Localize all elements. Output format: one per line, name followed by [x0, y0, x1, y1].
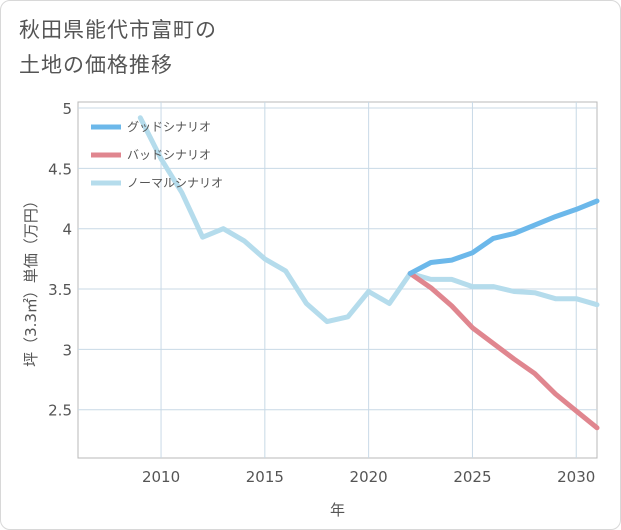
- series-line-3: [137, 115, 600, 325]
- title-line-1: 秋田県能代市富町の: [19, 18, 217, 42]
- legend-label: ノーマルシナリオ: [127, 176, 223, 190]
- x-axis-ticks: 2010 2015 2020 2025 2030: [142, 468, 595, 486]
- y-tick-label: 4.5: [48, 160, 72, 178]
- x-axis-label: 年: [330, 501, 345, 519]
- series-line-2: [407, 270, 600, 431]
- title-line-2: 土地の価格推移: [19, 53, 173, 77]
- x-tick-label: 2015: [246, 468, 284, 486]
- x-tick-label: 2025: [453, 468, 491, 486]
- y-tick-label: 2.5: [48, 402, 72, 420]
- y-axis-label: 坪（3.3㎡）単価（万円）: [22, 193, 40, 367]
- legend-label: バッドシナリオ: [127, 148, 211, 162]
- series-line-1: [407, 198, 600, 276]
- x-tick-label: 2020: [350, 468, 388, 486]
- y-tick-label: 3.5: [48, 281, 72, 299]
- y-axis-ticks: 2.5 3 3.5 4 4.5 5: [48, 100, 72, 420]
- series-lines: [137, 115, 600, 431]
- y-tick-label: 3: [62, 341, 72, 359]
- x-tick-label: 2030: [557, 468, 595, 486]
- x-tick-label: 2010: [142, 468, 180, 486]
- legend-label: グッドシナリオ: [127, 120, 211, 134]
- chart-title: 秋田県能代市富町の 土地の価格推移: [19, 13, 217, 83]
- y-tick-label: 5: [62, 100, 72, 118]
- y-tick-label: 4: [62, 221, 72, 239]
